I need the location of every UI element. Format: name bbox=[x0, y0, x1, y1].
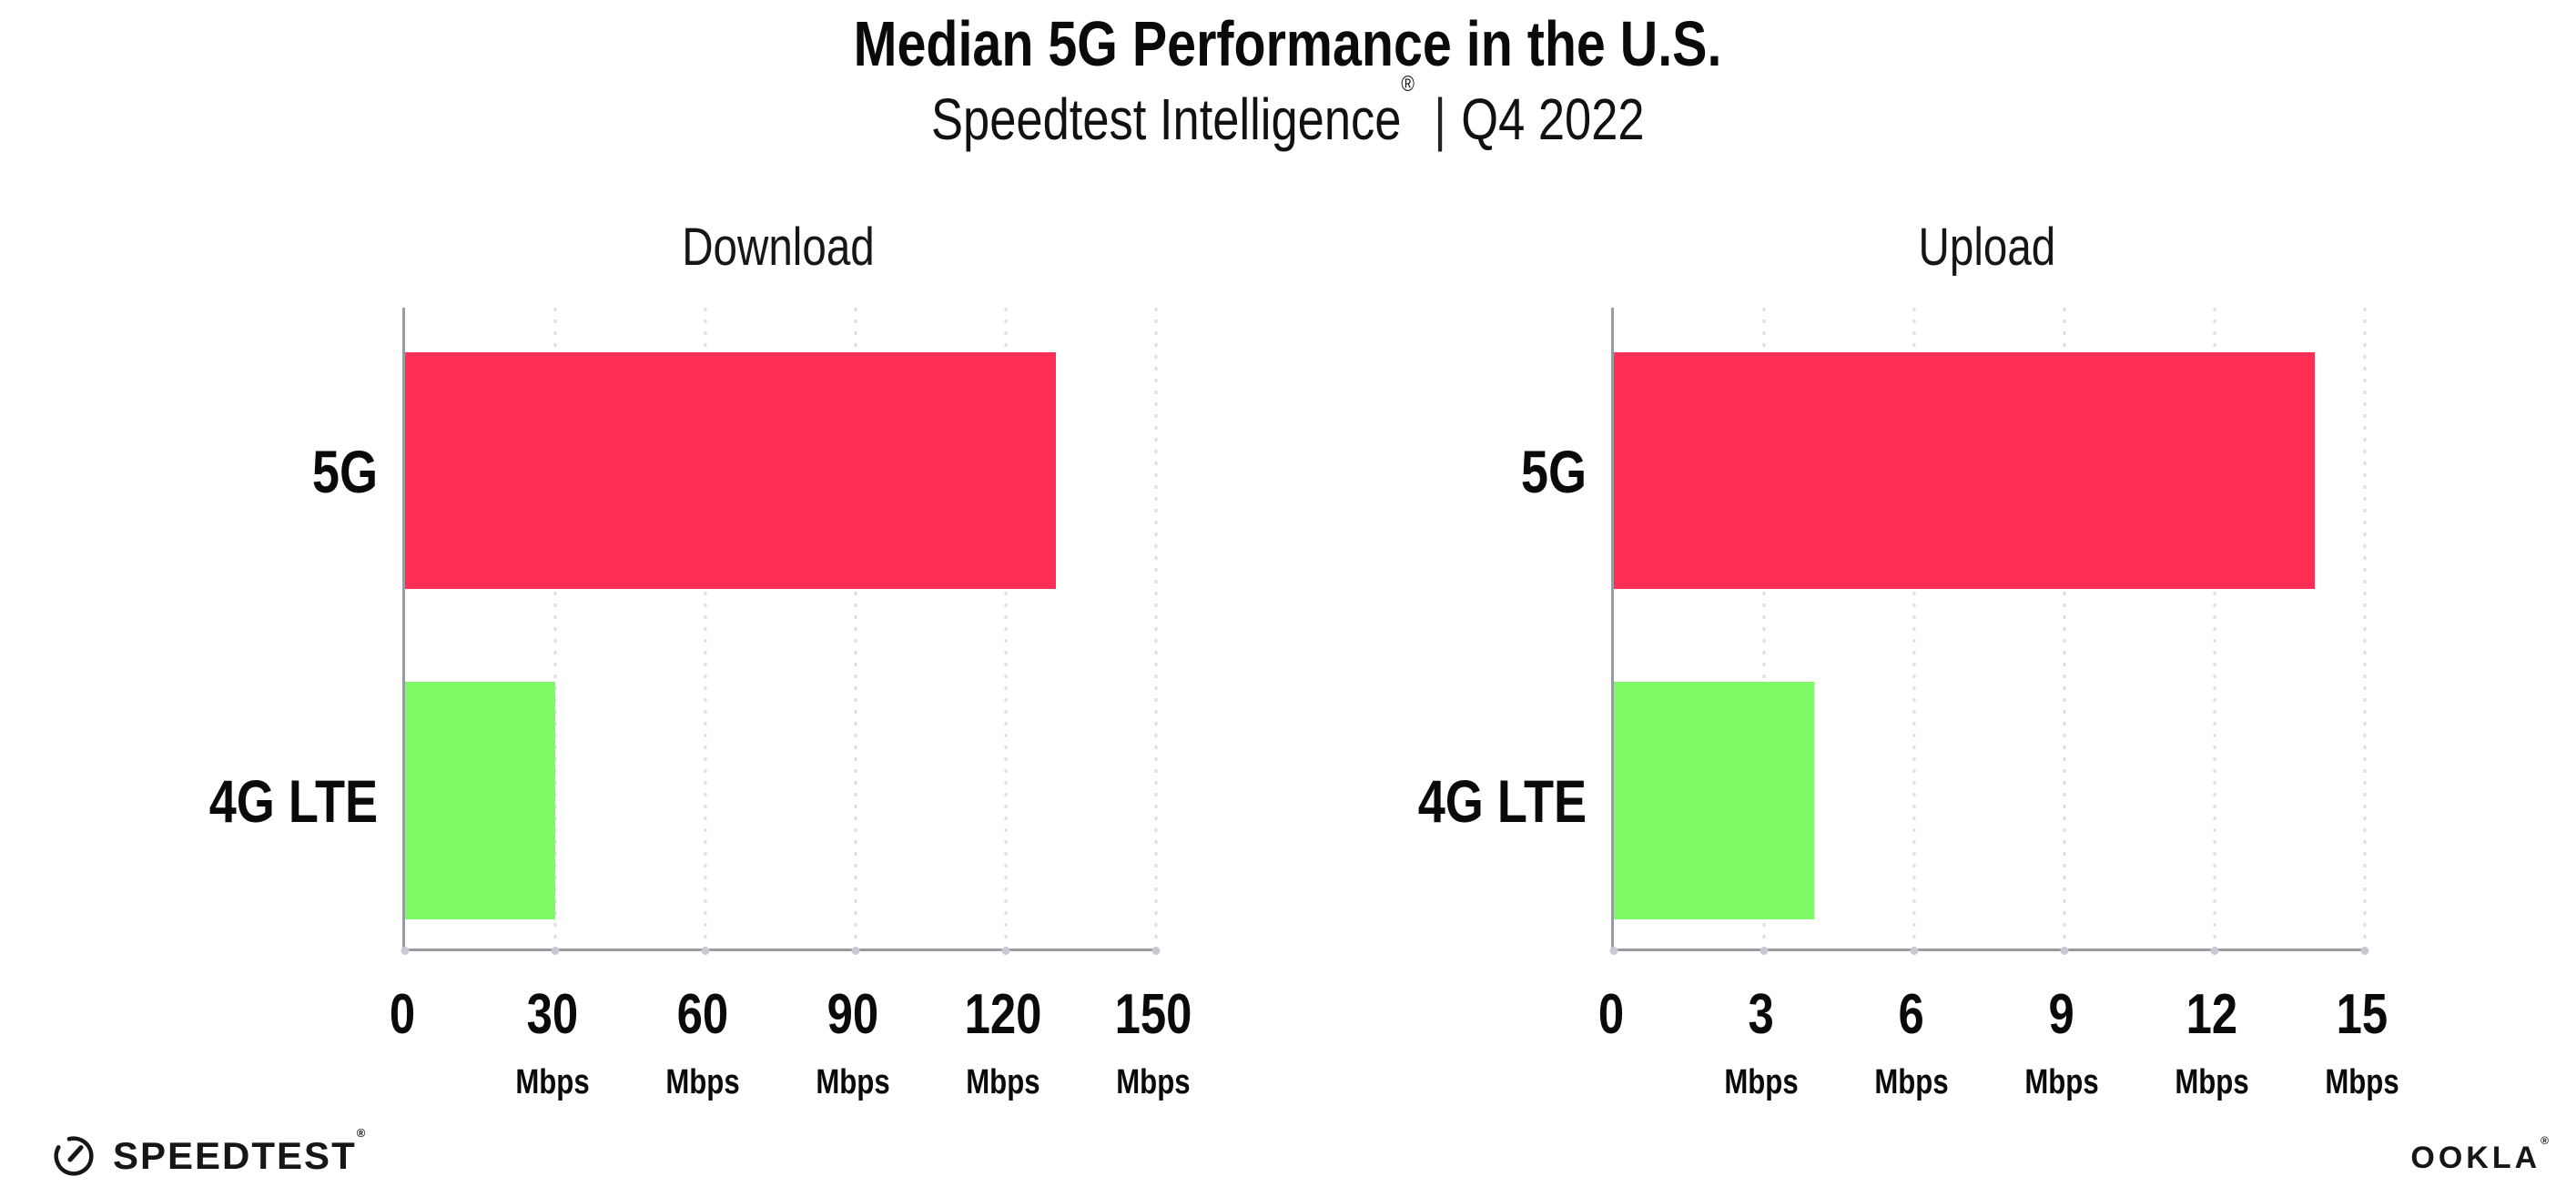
x-tick-value: 90 bbox=[827, 983, 879, 1046]
axis-tick-dot bbox=[2060, 947, 2069, 955]
axis-tick-dot bbox=[1760, 947, 1769, 955]
axis-tick-dot bbox=[2210, 947, 2219, 955]
axis-tick-dot bbox=[1151, 947, 1161, 955]
registered-mark: ® bbox=[1401, 72, 1415, 97]
gridline bbox=[2063, 308, 2066, 948]
x-tick-value: 12 bbox=[2186, 983, 2238, 1046]
x-axis-ticks-download: 0 30 Mbps 60 Mbps 90 Mbps 120 Mbps 150 Mbps bbox=[390, 948, 1192, 1121]
speedtest-wordmark: SPEEDTEST® bbox=[113, 1126, 366, 1177]
x-tick-value: 6 bbox=[1898, 983, 1925, 1046]
panel-title-upload: Upload bbox=[1918, 218, 2055, 277]
x-tick: 12 Mbps bbox=[2166, 948, 2257, 1101]
gridline bbox=[854, 308, 857, 948]
x-tick-value: 60 bbox=[676, 983, 729, 1046]
axis-tick-dot bbox=[1910, 947, 1919, 955]
x-tick-value: 0 bbox=[1597, 983, 1625, 1046]
x-tick-unit: Mbps bbox=[816, 1063, 890, 1101]
x-tick: 60 Mbps bbox=[657, 948, 747, 1101]
panel-title-download: Download bbox=[681, 218, 875, 277]
gridline bbox=[1004, 308, 1008, 948]
x-tick-value: 9 bbox=[2048, 983, 2075, 1046]
page-title: Median 5G Performance in the U.S. bbox=[0, 8, 2576, 79]
x-tick-value: 120 bbox=[964, 983, 1042, 1046]
axis-tick-dot bbox=[1609, 947, 1618, 955]
x-tick: 6 Mbps bbox=[1866, 948, 1956, 1101]
bar-5g bbox=[1614, 351, 2315, 589]
x-tick-unit: Mbps bbox=[1116, 1063, 1191, 1101]
x-tick: 90 Mbps bbox=[807, 948, 898, 1101]
x-tick-unit: Mbps bbox=[2024, 1063, 2099, 1101]
category-label: 5G bbox=[311, 437, 378, 505]
gridline bbox=[1154, 308, 1158, 948]
x-tick-unit: Mbps bbox=[515, 1063, 590, 1101]
bar-5g bbox=[405, 351, 1056, 589]
x-tick-unit: Mbps bbox=[665, 1063, 740, 1101]
plot-area-download: 5G 4G LTE bbox=[209, 308, 1161, 955]
plot-area-upload: 5G 4G LTE bbox=[1418, 308, 2369, 955]
x-tick: 9 Mbps bbox=[2016, 948, 2106, 1101]
gridline bbox=[1912, 308, 1916, 948]
x-tick-value: 150 bbox=[1114, 983, 1192, 1046]
subtitle-brand: Speedtest Intelligence bbox=[931, 86, 1402, 152]
axis-tick-dot bbox=[1001, 947, 1010, 955]
axis-tick-dot bbox=[401, 947, 410, 955]
speedtest-gauge-icon bbox=[54, 1136, 94, 1176]
x-tick-value: 0 bbox=[389, 983, 416, 1046]
gridline bbox=[2363, 308, 2367, 948]
x-tick: 15 Mbps bbox=[2317, 948, 2407, 1101]
x-tick: 0 bbox=[1596, 948, 1627, 1043]
x-tick-unit: Mbps bbox=[2325, 1063, 2399, 1101]
x-tick: 3 Mbps bbox=[1716, 948, 1806, 1101]
x-tick-value: 15 bbox=[2336, 983, 2388, 1046]
axis-tick-dot bbox=[701, 947, 710, 955]
gridline bbox=[1762, 308, 1766, 948]
axis-tick-dot bbox=[551, 947, 560, 955]
x-tick-value: 30 bbox=[526, 983, 579, 1046]
gridline bbox=[553, 308, 557, 948]
panel-download: Download 5G 4G LTE 0 30 Mbps 60 Mbps 90 Mbps 120… bbox=[209, 218, 1192, 1129]
subtitle-period: Q4 2022 bbox=[1461, 86, 1645, 152]
x-axis-ticks-upload: 0 3 Mbps 6 Mbps 9 Mbps 12 Mbps 15 Mbps bbox=[1598, 948, 2399, 1121]
speedtest-logo: SPEEDTEST® bbox=[51, 1126, 366, 1179]
x-tick: 30 Mbps bbox=[507, 948, 597, 1101]
x-tick-unit: Mbps bbox=[2175, 1063, 2249, 1101]
subtitle-separator: | bbox=[1434, 86, 1447, 152]
category-label: 4G LTE bbox=[1417, 767, 1587, 836]
x-tick: 150 Mbps bbox=[1106, 948, 1200, 1101]
page-subtitle: Speedtest Intelligence® | Q4 2022 bbox=[0, 72, 2576, 152]
bar-4g-lte bbox=[1614, 681, 1814, 919]
gridline bbox=[704, 308, 707, 948]
axis-tick-dot bbox=[851, 947, 860, 955]
ookla-wordmark: OOKLA® bbox=[2410, 1133, 2549, 1175]
x-tick-value: 3 bbox=[1748, 983, 1775, 1046]
header: Median 5G Performance in the U.S. Speedt… bbox=[0, 8, 2576, 152]
x-tick: 120 Mbps bbox=[956, 948, 1050, 1101]
ookla-logo: OOKLA® bbox=[2410, 1133, 2549, 1175]
gridline bbox=[2213, 308, 2216, 948]
category-label: 4G LTE bbox=[208, 767, 378, 836]
x-tick: 0 bbox=[387, 948, 418, 1043]
page-title-text: Median 5G Performance in the U.S. bbox=[854, 8, 1722, 79]
x-tick-unit: Mbps bbox=[1724, 1063, 1799, 1101]
bar-4g-lte bbox=[405, 681, 555, 919]
x-tick-unit: Mbps bbox=[966, 1063, 1040, 1101]
registered-mark: ® bbox=[356, 1126, 366, 1140]
registered-mark: ® bbox=[2541, 1133, 2549, 1147]
panel-upload: Upload 5G 4G LTE 0 3 Mbps 6 Mbps 9 Mbps 12 Mbps 15… bbox=[1418, 218, 2399, 1129]
axis-tick-dot bbox=[2360, 947, 2369, 955]
category-label: 5G bbox=[1520, 437, 1587, 505]
x-tick-unit: Mbps bbox=[1874, 1063, 1949, 1101]
